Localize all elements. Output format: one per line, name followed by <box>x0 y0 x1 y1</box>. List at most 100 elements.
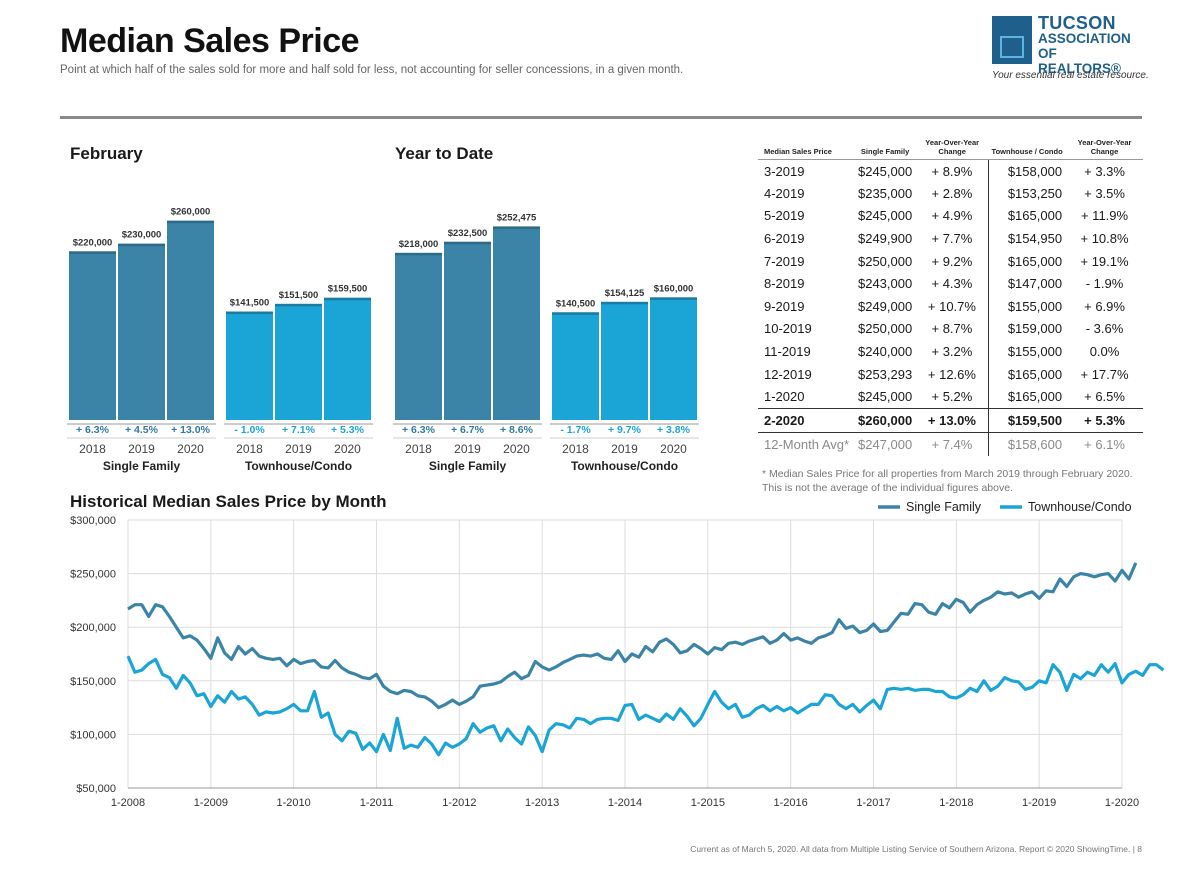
table-row: 7-2019 $250,000 + 9.2% $165,000 + 19.1% <box>758 249 1143 273</box>
table-cell: $250,000 <box>857 253 913 269</box>
x-tick-label: 1-2017 <box>856 797 890 809</box>
header-divider <box>60 116 1142 119</box>
february-chart-title: February <box>70 144 143 163</box>
table-row-current: 2-2020 $260,000 + 13.0% $159,500 + 5.3% <box>758 407 1143 433</box>
table-cell: $158,600 <box>1007 436 1063 452</box>
table-header: Single Family <box>853 138 917 160</box>
bar-group-label: Single Family <box>103 459 181 473</box>
table-cell: + 3.2% <box>916 340 989 363</box>
table-cell: 0.0% <box>1089 344 1120 360</box>
ytd-chart-title: Year to Date <box>395 144 494 163</box>
table-cell: 12-Month Avg* <box>764 436 850 452</box>
bar <box>167 220 214 420</box>
historical-line-chart: $50,000 $100,000 $150,000 $200,000 $250,000 $… <box>70 500 1165 809</box>
table-cell: $153,250 <box>1007 185 1063 201</box>
bar-year-label: 2018 <box>236 442 263 456</box>
legend-label: Single Family <box>906 500 982 514</box>
legend-label: Townhouse/Condo <box>1028 500 1132 514</box>
x-tick-label: 1-2016 <box>774 797 808 809</box>
table-cell: 10-2019 <box>764 321 812 337</box>
table-cell: $250,000 <box>857 321 913 337</box>
table-cell: $154,950 <box>1007 231 1063 247</box>
table-cell: $165,000 <box>1007 253 1063 269</box>
table-cell: 11-2019 <box>764 344 811 360</box>
table-cell: 6-2019 <box>764 231 805 247</box>
bar-value-label: $232,500 <box>448 228 488 239</box>
table-cell: + 3.3% <box>1084 163 1125 179</box>
table-cell: + 6.9% <box>1084 298 1125 314</box>
bar-year-label: 2018 <box>405 442 432 456</box>
table-cell: $245,000 <box>857 388 913 404</box>
table-cell: + 2.8% <box>916 182 989 205</box>
logo-tagline: Your essential real estate resource. <box>992 70 1149 81</box>
table-cell: $243,000 <box>857 276 913 292</box>
bar-change-label: + 6.7% <box>451 424 485 436</box>
table-header: Townhouse / Condo <box>988 138 1067 160</box>
table-cell: 12-2019 <box>764 366 812 382</box>
page-title: Median Sales Price <box>60 22 360 60</box>
bar-year-label: 2019 <box>454 442 481 456</box>
bar <box>444 241 491 420</box>
table-cell: $235,000 <box>857 185 913 201</box>
table-cell: $260,000 <box>853 407 917 433</box>
table-row: 12-2019 $253,293 + 12.6% $165,000 + 17.7% <box>758 362 1143 386</box>
bar-group-label: Townhouse/Condo <box>571 459 678 473</box>
table-cell: + 4.9% <box>916 204 989 228</box>
x-tick-label: 1-2012 <box>442 797 476 809</box>
logo-line2: ASSOCIATION <box>1038 31 1131 46</box>
bar-year-label: 2020 <box>334 442 361 456</box>
table-row: 3-2019 $245,000 + 8.9% $158,000 + 3.3% <box>758 159 1143 183</box>
x-tick-label: 1-2010 <box>277 797 311 809</box>
table-cell: + 13.0% <box>916 407 989 433</box>
february-bar-chart: $220,000 + 6.3% 2018 $230,000 + 4.5% 2019 $260… <box>67 207 373 473</box>
table-cell: $155,000 <box>1007 344 1063 360</box>
y-tick-label: $250,000 <box>70 569 116 581</box>
table-cell: + 4.3% <box>916 272 989 296</box>
x-tick-label: 1-2018 <box>939 797 973 809</box>
table-row: 4-2019 $235,000 + 2.8% $153,250 + 3.5% <box>758 182 1143 205</box>
table-row: 1-2020 $245,000 + 5.2% $165,000 + 6.5% <box>758 385 1143 409</box>
x-tick-label: 1-2014 <box>608 797 642 809</box>
bar <box>650 297 697 420</box>
x-tick-label: 1-2008 <box>111 797 145 809</box>
bar-change-label: + 7.1% <box>282 424 316 436</box>
table-header: Year-Over-Year Change <box>1066 138 1143 160</box>
bar-year-label: 2020 <box>503 442 530 456</box>
table-cell: + 17.7% <box>1080 366 1129 382</box>
table-cell: $240,000 <box>857 344 913 360</box>
table-cell: $165,000 <box>1007 208 1063 224</box>
table-cell: $247,000 <box>857 436 913 452</box>
table-cell: $158,000 <box>1007 163 1063 179</box>
logo-line3: OF REALTORS® <box>1038 46 1121 76</box>
bar <box>118 243 165 420</box>
bar <box>493 226 540 420</box>
bar-value-label: $230,000 <box>122 230 162 241</box>
table-cell: $159,500 <box>988 407 1067 433</box>
x-tick-label: 1-2019 <box>1022 797 1056 809</box>
bar-group-label: Single Family <box>429 459 507 473</box>
y-tick-label: $50,000 <box>76 783 116 795</box>
page-footer: Current as of March 5, 2020. All data fr… <box>690 844 1142 854</box>
townhouse-line <box>126 655 1165 757</box>
y-tick-label: $150,000 <box>70 676 116 688</box>
bar-value-label: $159,500 <box>328 284 368 295</box>
bar-change-label: + 8.6% <box>500 424 534 436</box>
table-cell: + 7.4% <box>916 432 989 457</box>
x-tick-label: 1-2015 <box>691 797 725 809</box>
bar-value-label: $260,000 <box>171 207 211 218</box>
table-header: Median Sales Price <box>758 138 854 160</box>
table-cell: + 19.1% <box>1080 253 1129 269</box>
bar-year-label: 2019 <box>128 442 155 456</box>
bar <box>69 251 116 420</box>
table-cell: + 9.2% <box>916 249 989 273</box>
bar <box>601 301 648 420</box>
bar-value-label: $154,125 <box>605 288 645 299</box>
bar <box>395 252 442 420</box>
bar-value-label: $141,500 <box>230 298 270 309</box>
table-cell: 5-2019 <box>764 208 805 224</box>
bar-group-label: Townhouse/Condo <box>245 459 352 473</box>
bar-change-label: - 1.0% <box>234 424 265 436</box>
bar-year-label: 2018 <box>79 442 106 456</box>
table-cell: + 5.3% <box>1066 407 1143 433</box>
table-cell: 4-2019 <box>764 185 805 201</box>
